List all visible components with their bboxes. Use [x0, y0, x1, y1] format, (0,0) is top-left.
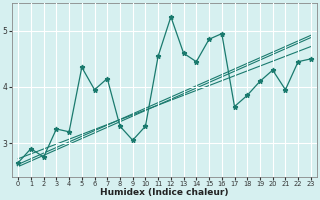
X-axis label: Humidex (Indice chaleur): Humidex (Indice chaleur): [100, 188, 229, 197]
